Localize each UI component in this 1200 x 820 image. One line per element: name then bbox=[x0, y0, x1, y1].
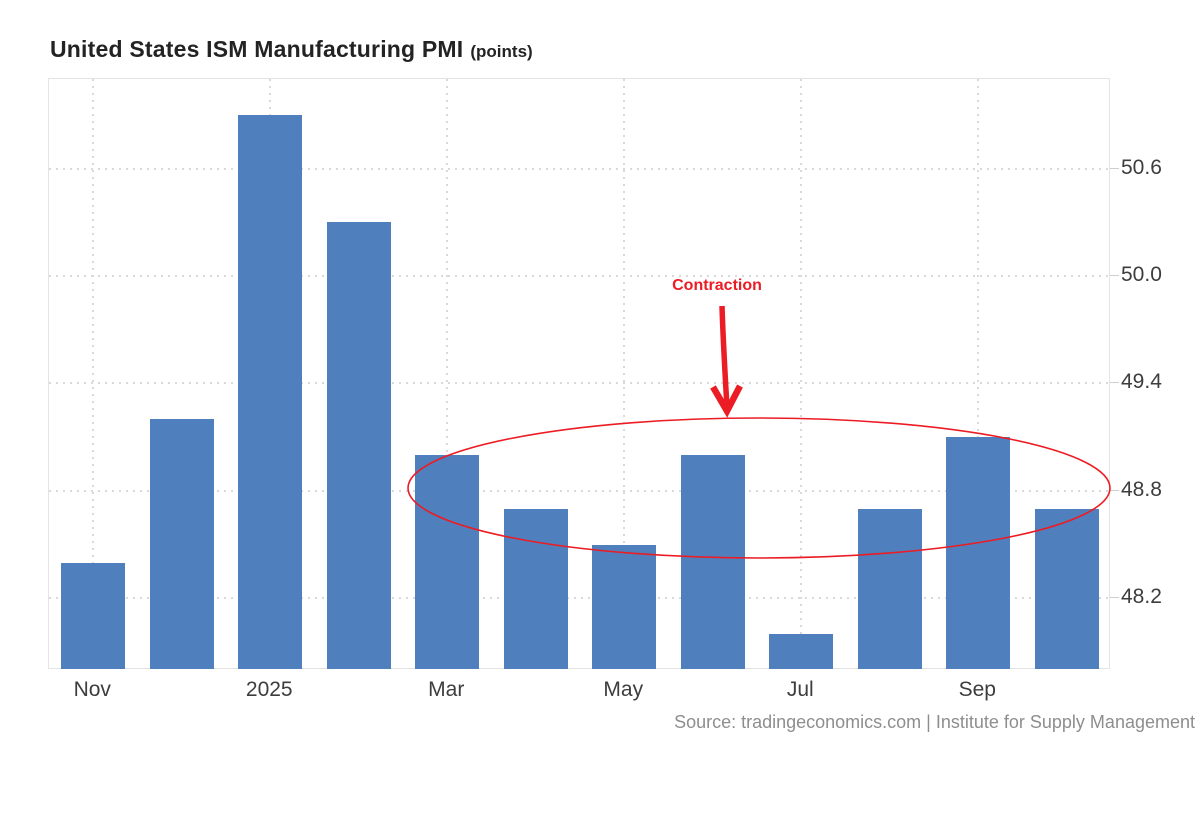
x-gridline bbox=[800, 79, 803, 668]
chart-unit-label: (points) bbox=[470, 42, 533, 61]
y-tick-mark bbox=[1110, 490, 1119, 491]
bar-sep-2025 bbox=[946, 437, 1011, 669]
x-gridline bbox=[623, 79, 626, 668]
bar-aug-2025 bbox=[857, 508, 922, 669]
bar-may-2025 bbox=[592, 544, 657, 669]
bar-nov-2024 bbox=[61, 562, 126, 669]
y-gridline bbox=[49, 167, 1109, 170]
source-credit: Source: tradingeconomics.com | Institute… bbox=[674, 712, 1195, 732]
x-tick-label: Jul bbox=[786, 678, 814, 701]
x-gridline bbox=[92, 79, 95, 668]
bar-jun-2025 bbox=[680, 455, 745, 669]
y-gridline bbox=[49, 597, 1109, 600]
chart-header: United States ISM Manufacturing PMI (poin… bbox=[50, 36, 533, 63]
bar-oct-2025 bbox=[1034, 508, 1099, 669]
bar-apr-2025 bbox=[503, 508, 568, 669]
y-tick-label: 49.4 bbox=[1121, 370, 1162, 394]
bar-dec-2024 bbox=[149, 419, 214, 669]
x-tick-label: Sep bbox=[958, 678, 996, 701]
y-tick-label: 50.0 bbox=[1121, 263, 1162, 286]
bar-mar-2025 bbox=[415, 455, 480, 669]
y-tick-mark bbox=[1110, 382, 1119, 383]
y-gridline bbox=[49, 382, 1109, 385]
y-tick-label: 48.8 bbox=[1121, 477, 1162, 501]
x-gridline bbox=[446, 79, 449, 668]
y-tick-label: 50.6 bbox=[1121, 155, 1162, 179]
x-tick-label: May bbox=[603, 678, 644, 701]
y-tick-mark bbox=[1110, 168, 1119, 169]
y-tick-mark bbox=[1110, 597, 1119, 598]
y-tick-mark bbox=[1110, 275, 1119, 276]
chart-title: United States ISM Manufacturing PMI bbox=[50, 36, 464, 62]
y-tick-label: 48.2 bbox=[1121, 585, 1162, 609]
annotation-label: Contraction bbox=[672, 277, 762, 294]
bar-feb-2025 bbox=[326, 222, 391, 669]
x-gridline bbox=[977, 79, 980, 668]
x-tick-label: 2025 bbox=[245, 678, 293, 701]
x-tick-label: Mar bbox=[428, 678, 465, 701]
y-gridline bbox=[49, 275, 1109, 277]
plot-area bbox=[48, 78, 1110, 669]
bar-jul-2025 bbox=[769, 634, 834, 669]
x-tick-label: Nov bbox=[73, 678, 111, 701]
bar-jan-2025 bbox=[238, 114, 303, 669]
